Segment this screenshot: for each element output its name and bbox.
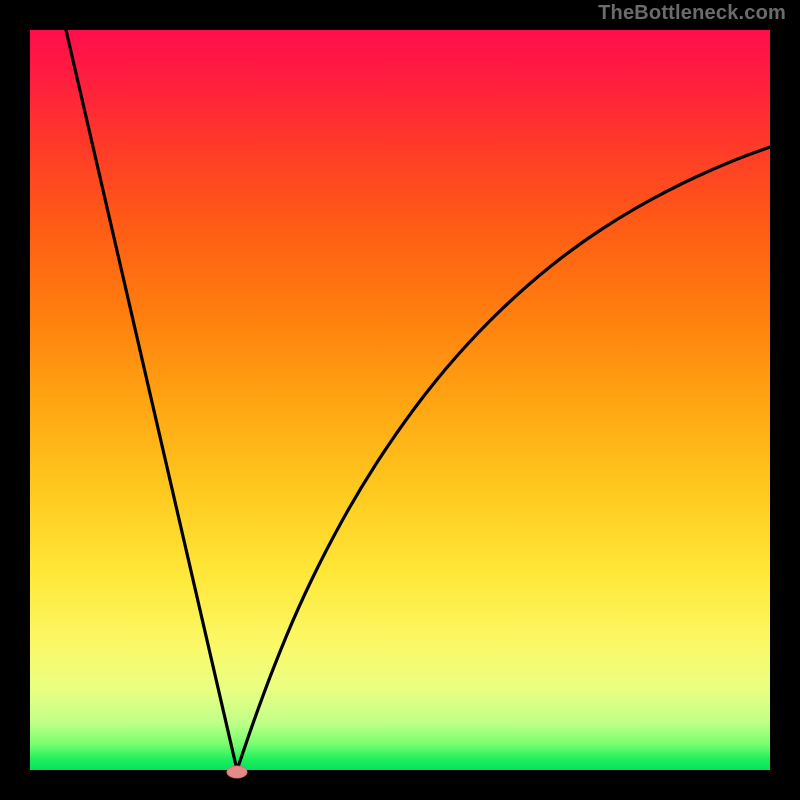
plot-background (30, 30, 770, 770)
minimum-marker (227, 766, 247, 778)
chart-container: TheBottleneck.com (0, 0, 800, 800)
bottleneck-chart (0, 0, 800, 800)
